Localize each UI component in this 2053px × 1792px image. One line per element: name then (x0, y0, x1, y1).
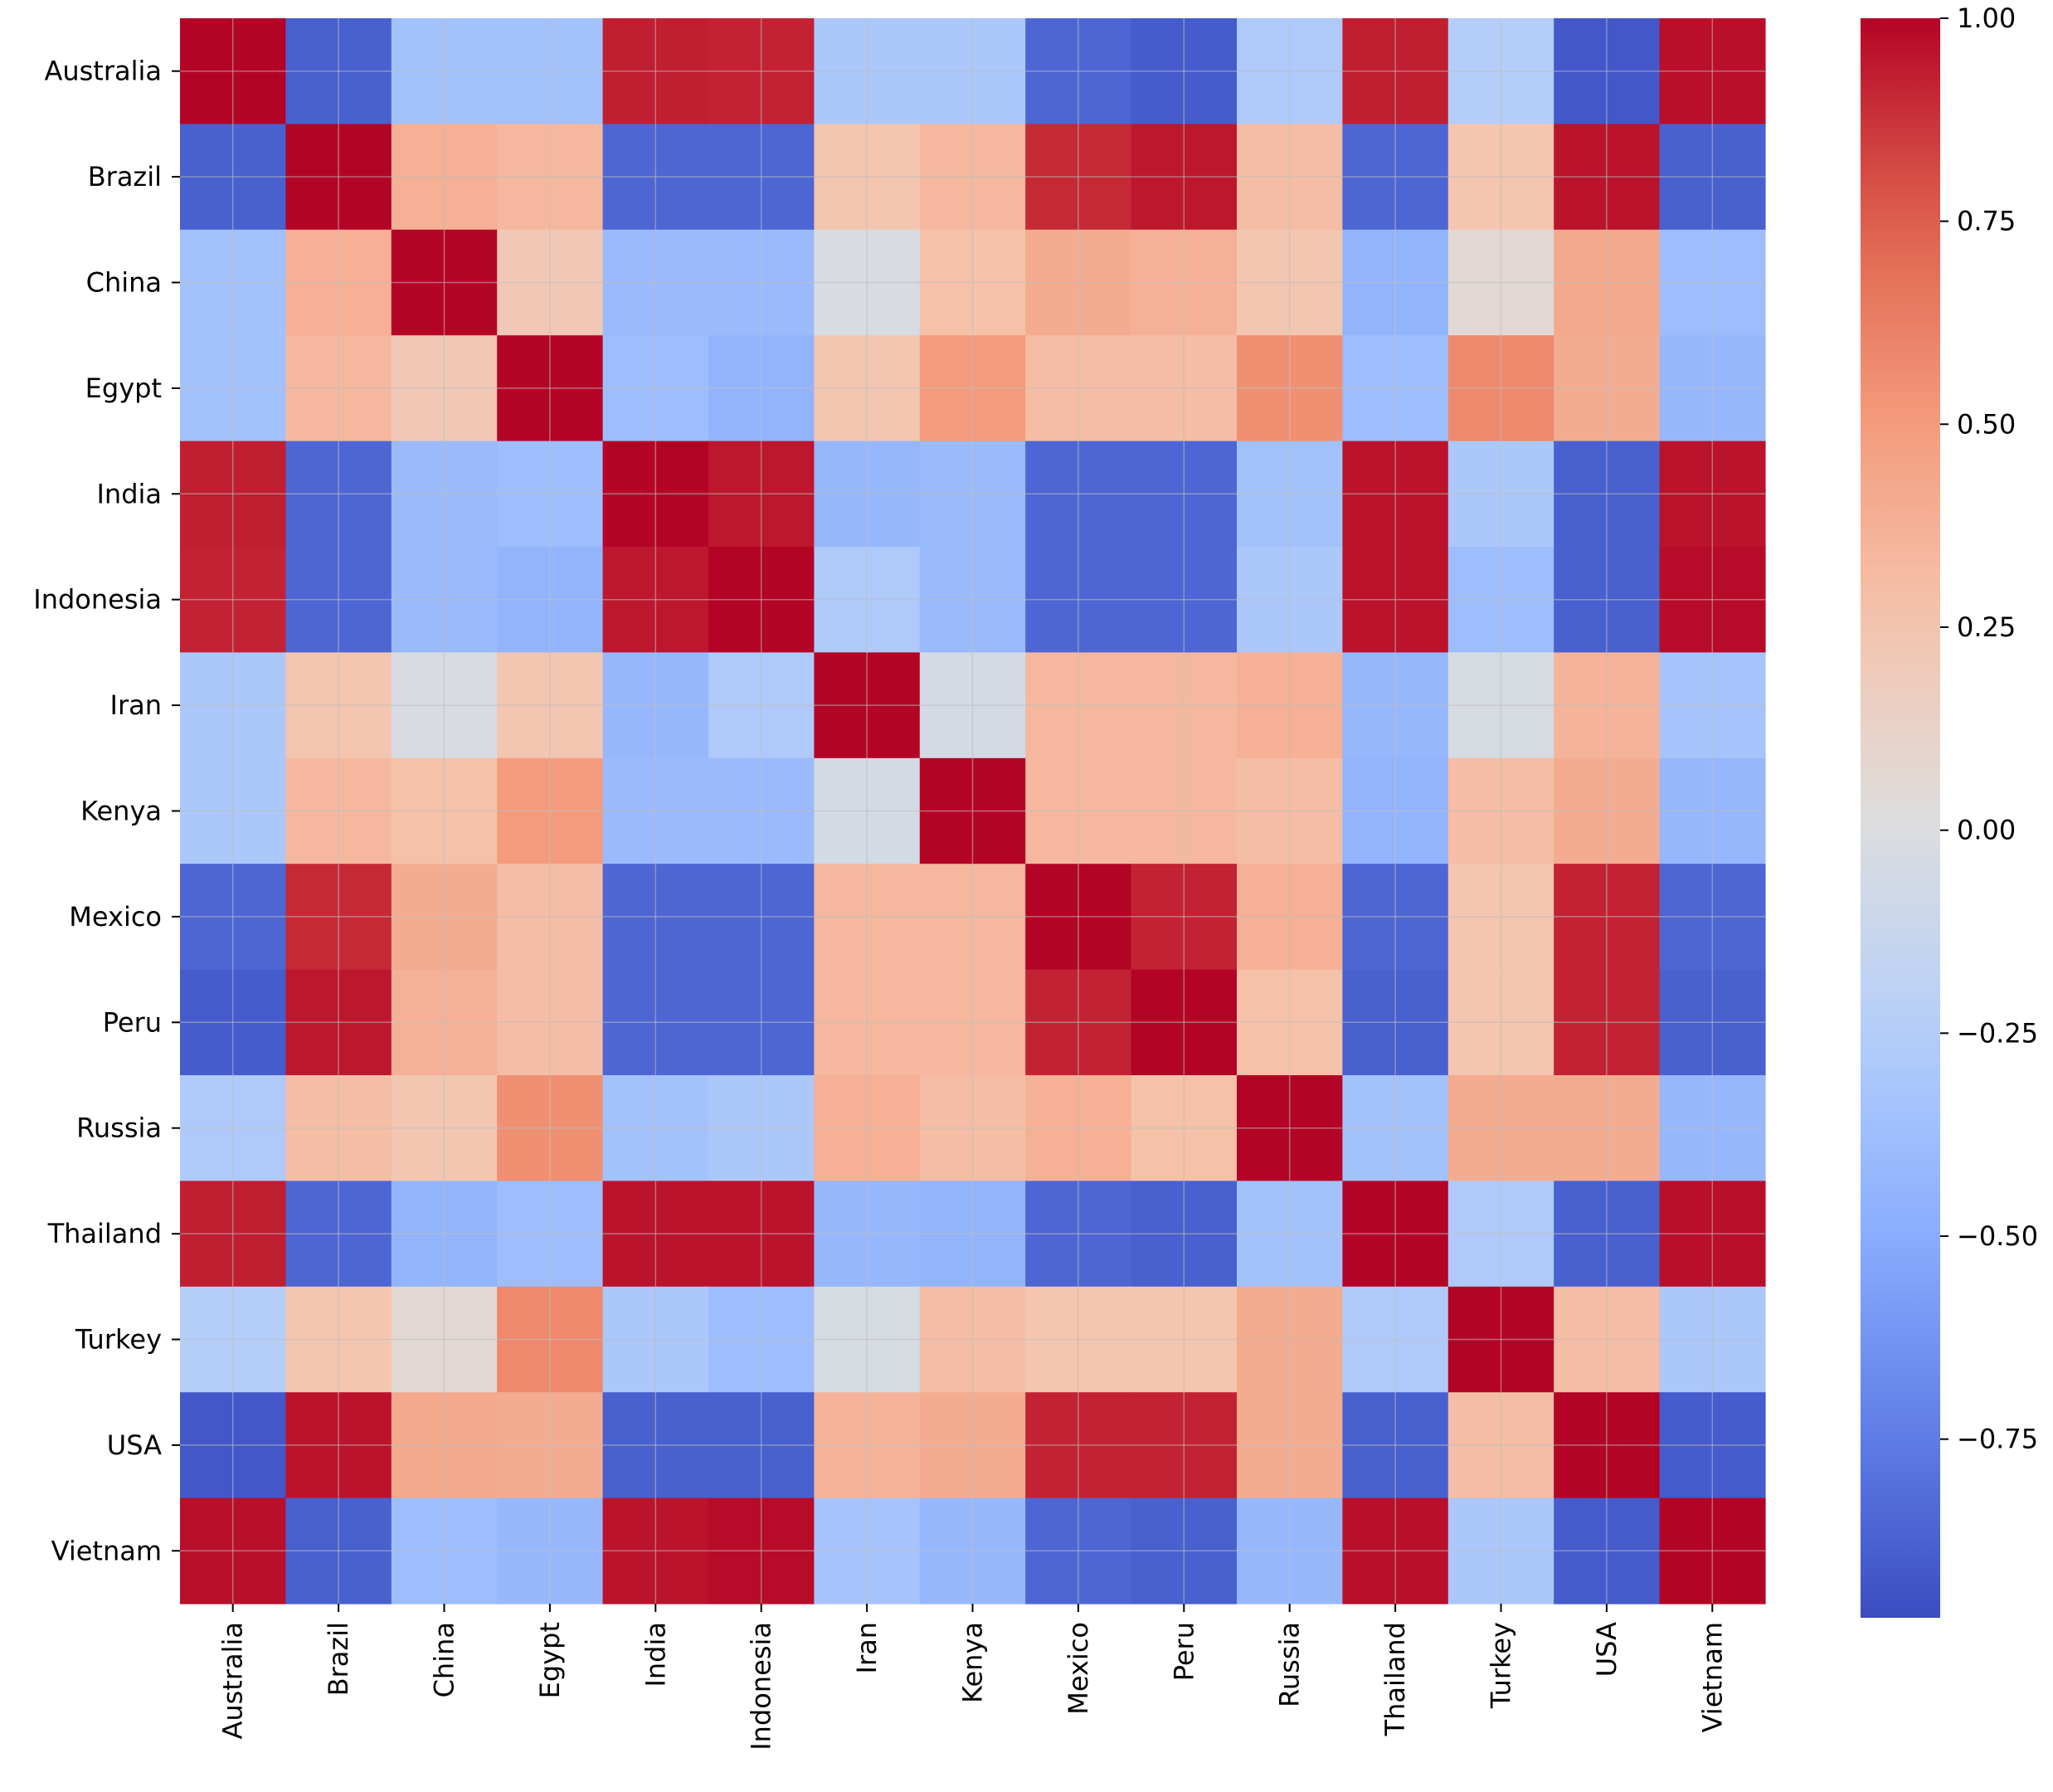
row-label-iran: Iran (110, 689, 162, 721)
column-label-kenya: Kenya (957, 1622, 989, 1703)
colorbar-tick-label: 0.25 (1957, 611, 2016, 643)
colorbar-tick-label: 0.50 (1957, 408, 2016, 440)
column-label-australia: Australia (217, 1622, 249, 1740)
colorbar-tick-label: 0.00 (1957, 815, 2016, 846)
column-label-iran: Iran (851, 1622, 883, 1673)
row-label-mexico: Mexico (69, 901, 162, 933)
row-label-turkey: Turkey (75, 1324, 162, 1356)
column-label-turkey: Turkey (1486, 1622, 1517, 1709)
colorbar-tick-label: 0.75 (1957, 206, 2016, 237)
column-label-peru: Peru (1168, 1622, 1199, 1681)
heatmap-grid (180, 18, 1765, 1604)
row-label-indonesia: Indonesia (33, 584, 162, 616)
column-labels: Australia Brazil China Egypt India Indonesia I… (217, 1604, 1728, 1751)
row-label-brazil: Brazil (88, 161, 162, 192)
row-label-thailand: Thailand (47, 1218, 162, 1249)
row-label-russia: Russia (76, 1113, 162, 1144)
column-label-vietnam: Vietnam (1696, 1622, 1728, 1732)
column-label-mexico: Mexico (1063, 1622, 1094, 1715)
row-label-egypt: Egypt (85, 373, 162, 404)
colorbar: 1.00 0.75 0.50 0.25 0.00 −0.25 −0.50 −0.75 (1861, 2, 2038, 1618)
column-label-thailand: Thailand (1379, 1622, 1411, 1736)
column-label-usa: USA (1591, 1622, 1622, 1677)
column-label-china: China (429, 1622, 460, 1697)
row-label-china: China (86, 267, 162, 299)
row-label-india: India (96, 478, 162, 509)
column-label-india: India (640, 1622, 671, 1687)
row-label-vietnam: Vietnam (51, 1535, 162, 1566)
colorbar-tick-label: −0.50 (1957, 1220, 2038, 1252)
colorbar-gradient (1861, 18, 1940, 1618)
column-label-egypt: Egypt (534, 1622, 566, 1698)
colorbar-tick-label: −0.25 (1957, 1017, 2038, 1049)
column-label-brazil: Brazil (323, 1622, 354, 1696)
row-label-kenya: Kenya (80, 796, 162, 827)
row-label-australia: Australia (44, 56, 162, 87)
row-label-usa: USA (107, 1429, 162, 1461)
column-label-indonesia: Indonesia (746, 1622, 777, 1751)
row-label-peru: Peru (103, 1006, 162, 1038)
colorbar-tick-label: 1.00 (1957, 2, 2016, 34)
colorbar-tick-label: −0.75 (1957, 1424, 2038, 1455)
row-labels: Australia Brazil China Egypt India Indonesia I… (33, 56, 180, 1566)
column-label-russia: Russia (1274, 1622, 1306, 1707)
